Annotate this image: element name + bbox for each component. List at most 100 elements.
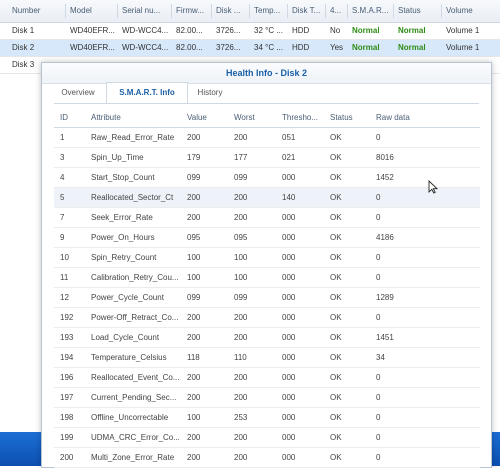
- smart-cell: 200: [234, 333, 248, 342]
- smart-cell: 140: [282, 193, 296, 202]
- disk-cell: WD-WCC4...: [122, 26, 169, 35]
- disk-column-header[interactable]: Firmw...: [176, 6, 204, 15]
- smart-cell: 000: [282, 413, 296, 422]
- smart-column-header[interactable]: ID: [60, 113, 68, 122]
- smart-cell: 0: [376, 413, 381, 422]
- smart-cell: OK: [330, 133, 342, 142]
- smart-cell: 200: [60, 453, 74, 462]
- disk-row[interactable]: Disk 1 WD40EFR... WD-WCC4... 82.00... 3726..…: [0, 23, 500, 40]
- smart-cell: 100: [187, 253, 201, 262]
- smart-cell: 200: [234, 393, 248, 402]
- smart-cell: Calibration_Retry_Cou...: [91, 273, 179, 282]
- smart-cell: 118: [187, 353, 200, 362]
- smart-column-header[interactable]: Attribute: [91, 113, 121, 122]
- smart-attribute-row[interactable]: 12 Power_Cycle_Count 099 099 000 OK 1289: [54, 288, 480, 308]
- disk-column-header[interactable]: Model: [70, 6, 92, 15]
- smart-cell: 200: [187, 373, 201, 382]
- smart-cell: 100: [187, 273, 201, 282]
- disk-cell: Yes: [330, 43, 344, 52]
- smart-attribute-row[interactable]: 5 Reallocated_Sector_Ct 200 200 140 OK 0: [54, 188, 480, 208]
- smart-cell: 200: [234, 193, 248, 202]
- column-separator: [249, 4, 250, 18]
- smart-attribute-row[interactable]: 7 Seek_Error_Rate 200 200 000 OK 0: [54, 208, 480, 228]
- smart-cell: OK: [330, 313, 342, 322]
- smart-cell: Seek_Error_Rate: [91, 213, 153, 222]
- disk-column-header[interactable]: Number: [12, 6, 41, 15]
- smart-column-header[interactable]: Value: [187, 113, 207, 122]
- disk-cell: 82.00...: [176, 43, 203, 52]
- column-separator: [65, 4, 66, 18]
- smart-attribute-row[interactable]: 9 Power_On_Hours 095 095 000 OK 4186: [54, 228, 480, 248]
- smart-cell: 000: [282, 293, 296, 302]
- smart-attribute-row[interactable]: 1 Raw_Read_Error_Rate 200 200 051 OK 0: [54, 128, 480, 148]
- smart-cell: OK: [330, 153, 342, 162]
- smart-column-header[interactable]: Thresho...: [282, 113, 319, 122]
- smart-cell: Raw_Read_Error_Rate: [91, 133, 175, 142]
- smart-attribute-row[interactable]: 197 Current_Pending_Sec... 200 200 000 OK 0: [54, 388, 480, 408]
- smart-cell: 000: [282, 393, 296, 402]
- disk-column-header[interactable]: Volume: [446, 6, 473, 15]
- smart-attribute-row[interactable]: 10 Spin_Retry_Count 100 100 000 OK 0: [54, 248, 480, 268]
- smart-cell: 1: [60, 133, 65, 142]
- disk-row[interactable]: Disk 2 WD40EFR... WD-WCC4... 82.00... 3726..…: [0, 40, 500, 57]
- smart-attribute-row[interactable]: 4 Start_Stop_Count 099 099 000 OK 1452: [54, 168, 480, 188]
- smart-cell: 000: [282, 453, 296, 462]
- smart-attribute-row[interactable]: 200 Multi_Zone_Error_Rate 200 200 000 OK 0: [54, 448, 480, 468]
- smart-attribute-row[interactable]: 192 Power-Off_Retract_Co... 200 200 000 OK 0: [54, 308, 480, 328]
- smart-cell: 099: [187, 173, 201, 182]
- smart-cell: 177: [234, 153, 248, 162]
- smart-attribute-row[interactable]: 198 Offline_Uncorrectable 100 253 000 OK 0: [54, 408, 480, 428]
- smart-cell: 200: [187, 213, 201, 222]
- smart-column-header[interactable]: Status: [330, 113, 353, 122]
- disk-cell: Volume 1: [446, 26, 480, 35]
- smart-cell: Power_Cycle_Count: [91, 293, 164, 302]
- smart-cell: Start_Stop_Count: [91, 173, 155, 182]
- smart-cell: 194: [60, 353, 74, 362]
- disk-column-header[interactable]: Disk T...: [292, 6, 321, 15]
- dialog-title: Health Info - Disk 2: [42, 63, 491, 84]
- disk-cell: Disk 1: [12, 26, 35, 35]
- disk-column-header[interactable]: S.M.A.R...: [352, 6, 389, 15]
- tab-history[interactable]: History: [197, 88, 223, 97]
- smart-column-header[interactable]: Raw data: [376, 113, 410, 122]
- tab-s-m-a-r-t-info[interactable]: S.M.A.R.T. Info: [106, 82, 188, 104]
- smart-cell: 11: [60, 273, 69, 282]
- disk-cell: WD40EFR...: [70, 43, 115, 52]
- column-separator: [441, 4, 442, 18]
- disk-column-header[interactable]: Disk ...: [216, 6, 241, 15]
- smart-cell: 193: [60, 333, 74, 342]
- disk-column-header[interactable]: Serial nu...: [122, 6, 161, 15]
- smart-cell: 1452: [376, 173, 394, 182]
- smart-cell: 196: [60, 373, 74, 382]
- smart-cell: 100: [187, 413, 201, 422]
- disk-column-header[interactable]: Temp...: [254, 6, 281, 15]
- smart-cell: 4: [60, 173, 65, 182]
- disk-column-header[interactable]: 4...: [330, 6, 342, 15]
- smart-cell: 099: [234, 293, 248, 302]
- disk-cell: WD-WCC4...: [122, 43, 169, 52]
- disk-column-header[interactable]: Status: [398, 6, 421, 15]
- smart-attribute-row[interactable]: 3 Spin_Up_Time 179 177 021 OK 8016: [54, 148, 480, 168]
- smart-column-header[interactable]: Worst: [234, 113, 255, 122]
- smart-cell: OK: [330, 213, 342, 222]
- tab-overview[interactable]: Overview: [61, 88, 95, 97]
- smart-attribute-row[interactable]: 199 UDMA_CRC_Error_Co... 200 200 000 OK 0: [54, 428, 480, 448]
- health-info-dialog: Health Info - Disk 2 Overview S.M.A.R.T. …: [41, 62, 492, 468]
- smart-cell: 095: [187, 233, 201, 242]
- smart-cell: 3: [60, 153, 65, 162]
- smart-attribute-row[interactable]: 196 Reallocated_Event_Co... 200 200 000 OK 0: [54, 368, 480, 388]
- smart-cell: 0: [376, 453, 381, 462]
- column-separator: [117, 4, 118, 18]
- smart-attribute-row[interactable]: 11 Calibration_Retry_Cou... 100 100 000 OK 0: [54, 268, 480, 288]
- smart-attribute-row[interactable]: 194 Temperature_Celsius 118 110 000 OK 34: [54, 348, 480, 368]
- smart-cell: 000: [282, 213, 296, 222]
- smart-attribute-row[interactable]: 193 Load_Cycle_Count 200 200 000 OK 1451: [54, 328, 480, 348]
- smart-cell: 200: [187, 193, 201, 202]
- smart-cell: 200: [187, 333, 201, 342]
- disk-cell: Normal: [352, 26, 380, 35]
- disk-cell: HDD: [292, 43, 310, 52]
- smart-cell: 100: [234, 273, 248, 282]
- smart-cell: 0: [376, 393, 381, 402]
- column-separator: [347, 4, 348, 18]
- smart-cell: 198: [60, 413, 74, 422]
